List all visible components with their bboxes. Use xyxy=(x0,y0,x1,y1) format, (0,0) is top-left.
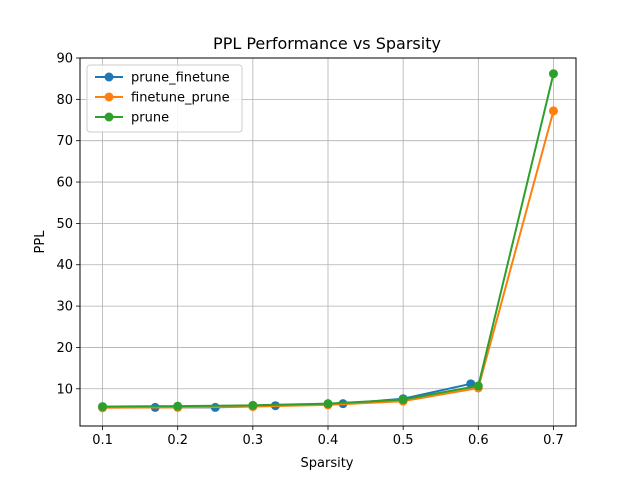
series-prune xyxy=(98,69,558,412)
x-tick-label: 0.2 xyxy=(167,433,188,448)
y-tick-label: 50 xyxy=(56,217,73,232)
y-axis: 10 20 30 40 50 60 70 80 90 xyxy=(56,52,80,397)
data-point xyxy=(473,381,483,391)
x-tick-label: 0.1 xyxy=(92,433,113,448)
y-tick-label: 60 xyxy=(56,176,73,191)
data-point xyxy=(548,106,558,116)
x-axis: 0.1 0.2 0.3 0.4 0.5 0.6 0.7 xyxy=(92,426,564,448)
data-point xyxy=(398,395,408,405)
data-point xyxy=(248,400,258,410)
plot-series xyxy=(98,69,558,413)
legend-label: finetune_prune xyxy=(131,91,230,106)
legend-item: finetune_prune xyxy=(95,91,230,106)
y-tick-label: 80 xyxy=(56,93,73,108)
grid xyxy=(80,57,576,426)
legend-item: prune_finetune xyxy=(95,71,230,86)
y-axis-label: PPL xyxy=(33,230,48,254)
legend-item: prune xyxy=(95,111,169,126)
y-tick-label: 10 xyxy=(56,382,73,397)
y-tick-label: 70 xyxy=(56,134,73,149)
legend-marker xyxy=(104,92,114,102)
data-point xyxy=(548,69,558,79)
x-tick-label: 0.3 xyxy=(243,433,264,448)
legend-marker xyxy=(104,112,114,122)
data-point xyxy=(173,401,183,411)
x-tick-label: 0.7 xyxy=(543,433,564,448)
x-tick-label: 0.6 xyxy=(468,433,489,448)
y-tick-label: 30 xyxy=(56,300,73,315)
y-tick-label: 40 xyxy=(56,258,73,273)
y-tick-label: 20 xyxy=(56,341,73,356)
chart-title: PPL Performance vs Sparsity xyxy=(213,34,441,53)
x-axis-label: Sparsity xyxy=(301,456,354,471)
x-tick-label: 0.5 xyxy=(393,433,414,448)
legend-marker xyxy=(104,72,114,82)
legend-box xyxy=(86,64,243,133)
legend-label: prune xyxy=(131,111,169,126)
legend-label: prune_finetune xyxy=(131,71,230,86)
y-tick-label: 90 xyxy=(56,52,73,67)
x-tick-label: 0.4 xyxy=(318,433,339,448)
data-point xyxy=(323,399,333,409)
data-point xyxy=(98,402,108,412)
